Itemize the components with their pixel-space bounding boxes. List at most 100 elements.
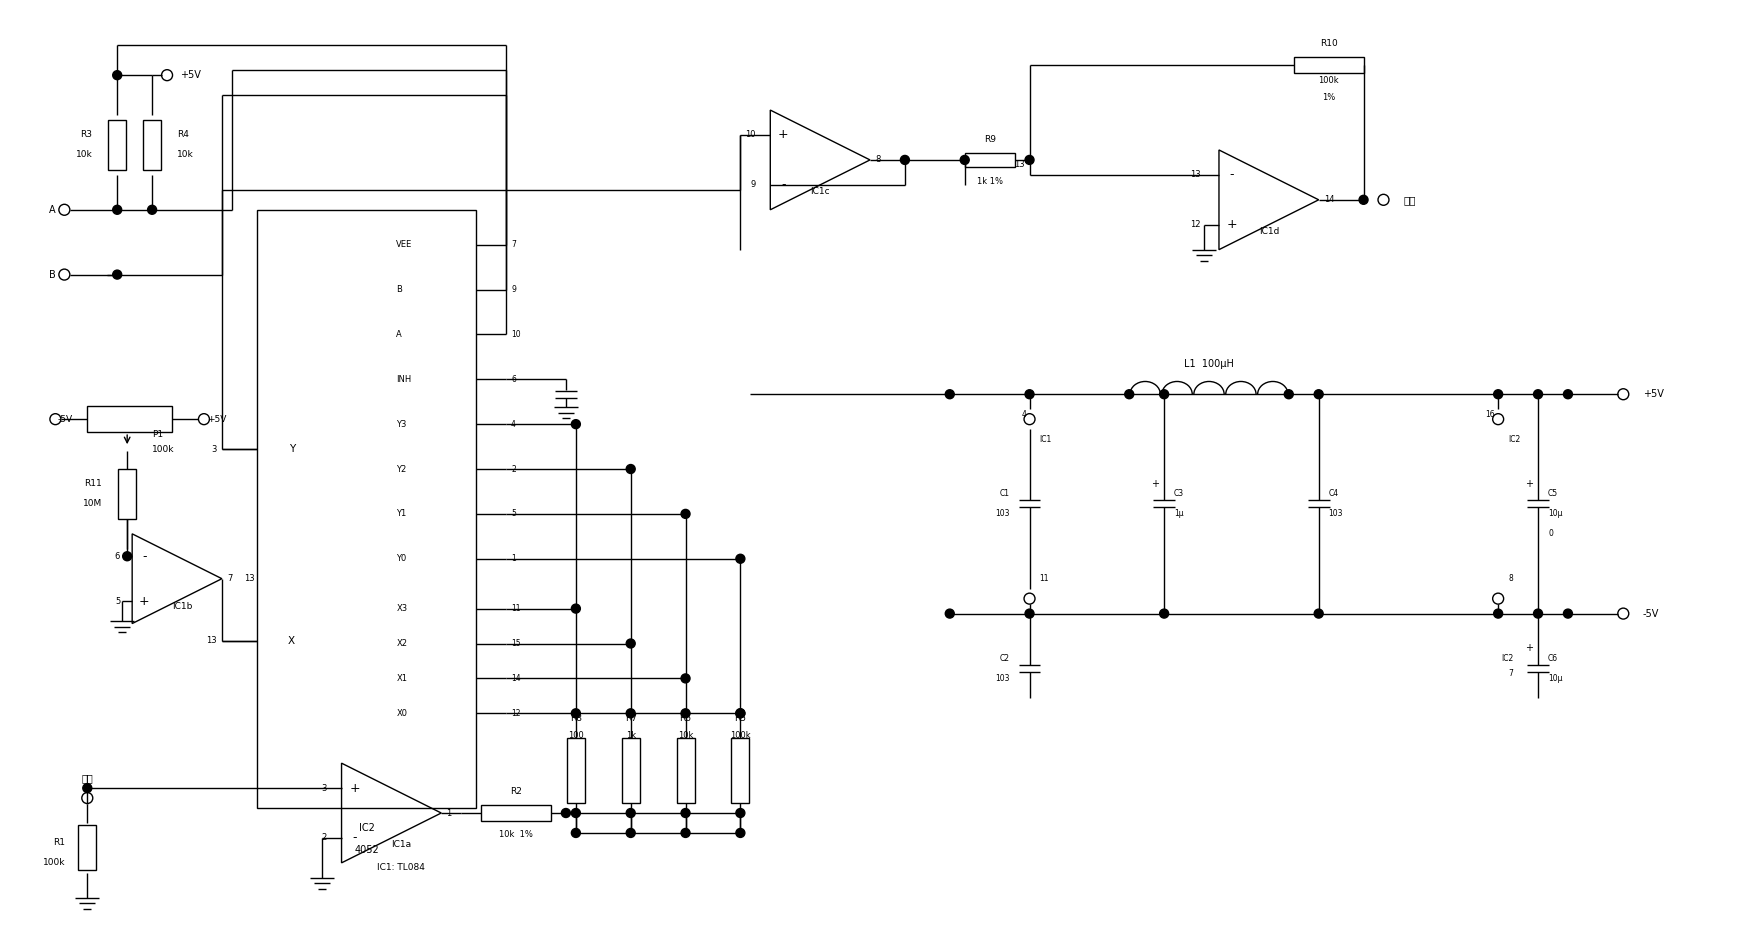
Text: 6: 6 [511, 375, 516, 383]
Text: 4: 4 [1021, 410, 1027, 419]
Bar [142, 120, 162, 170]
Bar [108, 120, 127, 170]
Text: R5: R5 [735, 714, 747, 723]
Circle shape [83, 784, 92, 792]
Text: IC1: TL084: IC1: TL084 [377, 864, 426, 872]
Text: IC1a: IC1a [391, 841, 412, 849]
Text: R3: R3 [80, 131, 92, 140]
Text: R1: R1 [54, 838, 66, 847]
Text: 12: 12 [511, 709, 521, 717]
Text: IC1d: IC1d [1259, 227, 1278, 236]
Circle shape [1025, 390, 1034, 399]
Text: IC1c: IC1c [811, 187, 830, 196]
Circle shape [627, 639, 636, 648]
Text: 8: 8 [1508, 574, 1513, 584]
Text: IC2: IC2 [1501, 654, 1513, 663]
Text: 4052: 4052 [354, 845, 379, 855]
Text: 3: 3 [321, 784, 327, 792]
Text: +: + [1525, 479, 1534, 489]
Circle shape [1025, 609, 1034, 618]
Circle shape [1315, 609, 1324, 618]
Bar [622, 738, 639, 803]
Circle shape [561, 809, 570, 817]
Text: VEE: VEE [396, 240, 413, 250]
Text: R4: R4 [177, 131, 189, 140]
Text: 103: 103 [995, 510, 1009, 518]
Text: R11: R11 [85, 479, 102, 489]
Text: 1: 1 [446, 809, 452, 817]
Circle shape [736, 554, 745, 564]
Text: IC2: IC2 [358, 823, 375, 833]
Text: 0: 0 [1548, 530, 1553, 538]
Circle shape [113, 70, 122, 80]
Circle shape [571, 809, 580, 817]
Text: IC1: IC1 [1039, 435, 1051, 443]
Circle shape [1563, 609, 1572, 618]
Circle shape [571, 419, 580, 429]
Text: INH: INH [396, 375, 412, 383]
Text: +5V: +5V [181, 70, 201, 80]
Bar [731, 738, 749, 803]
Text: 11: 11 [511, 605, 521, 613]
Circle shape [681, 510, 690, 518]
Text: 9: 9 [750, 180, 756, 190]
Text: 100k: 100k [43, 858, 66, 867]
Circle shape [945, 390, 954, 399]
Circle shape [1358, 195, 1369, 204]
Text: 1μ: 1μ [1174, 510, 1183, 518]
Text: 2: 2 [321, 833, 327, 843]
Circle shape [1160, 609, 1169, 618]
Text: L1  100μH: L1 100μH [1185, 360, 1233, 369]
Text: 1k 1%: 1k 1% [976, 177, 1002, 186]
Text: 10: 10 [745, 131, 756, 140]
Circle shape [681, 674, 690, 683]
Text: X3: X3 [396, 605, 408, 613]
Circle shape [945, 609, 954, 618]
Text: C3: C3 [1174, 490, 1185, 498]
Text: 100: 100 [568, 731, 584, 739]
Text: 7: 7 [1508, 669, 1513, 678]
Bar [481, 805, 551, 821]
Text: R9: R9 [983, 136, 995, 144]
Text: R10: R10 [1320, 39, 1337, 47]
Circle shape [681, 709, 690, 717]
Text: 10k: 10k [677, 731, 693, 739]
Text: 2: 2 [511, 464, 516, 474]
Text: IC1b: IC1b [172, 602, 193, 611]
Text: IC2: IC2 [1508, 435, 1520, 443]
Circle shape [571, 709, 580, 717]
Text: 输出: 输出 [1403, 195, 1416, 205]
Text: 13: 13 [1014, 160, 1025, 170]
Text: -5V: -5V [1643, 608, 1659, 619]
Text: 16: 16 [1485, 410, 1496, 419]
Text: -: - [1230, 168, 1235, 181]
Text: B: B [396, 285, 403, 294]
Text: A: A [396, 330, 403, 339]
Text: 5: 5 [511, 510, 516, 518]
Text: 103: 103 [1329, 510, 1343, 518]
Text: 7: 7 [228, 574, 233, 584]
Text: 10μ: 10μ [1548, 674, 1563, 683]
Bar [566, 738, 585, 803]
Circle shape [1025, 156, 1034, 164]
Circle shape [627, 464, 636, 474]
Text: X1: X1 [396, 674, 408, 683]
Text: 100k: 100k [730, 731, 750, 739]
Circle shape [1160, 390, 1169, 399]
Text: 11: 11 [1039, 574, 1049, 584]
Bar [964, 153, 1014, 167]
Circle shape [900, 156, 910, 164]
Text: +: + [349, 782, 360, 794]
Text: 1: 1 [511, 554, 516, 564]
Text: A: A [49, 205, 56, 214]
Bar [87, 406, 172, 432]
Circle shape [113, 205, 122, 214]
Circle shape [1284, 390, 1294, 399]
Text: Y3: Y3 [396, 419, 406, 429]
Text: 1%: 1% [1322, 93, 1336, 102]
Text: X: X [288, 636, 295, 645]
Circle shape [736, 809, 745, 817]
Text: +: + [778, 128, 789, 141]
Text: 10k  1%: 10k 1% [499, 830, 533, 840]
Text: Y1: Y1 [396, 510, 406, 518]
